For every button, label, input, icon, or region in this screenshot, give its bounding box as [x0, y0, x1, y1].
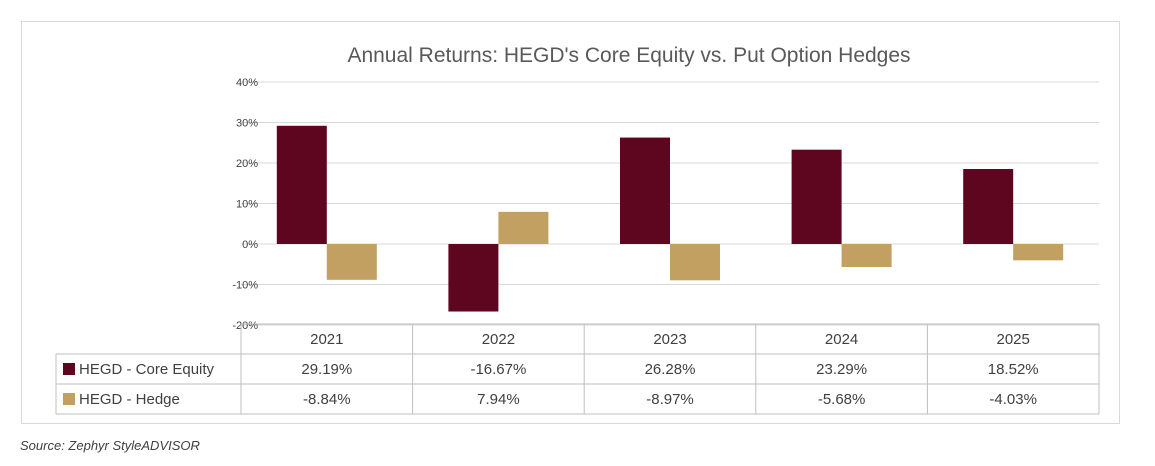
bar-core-equity-2021 [276, 125, 327, 244]
data-label-core-equity-2022: -16.67% [470, 361, 526, 378]
bar-hedge-2024 [841, 244, 892, 268]
bar-hedge-2025 [1013, 244, 1064, 261]
data-label-hedge-2023: -8.97% [646, 391, 694, 408]
x-tick-label-2023: 2023 [653, 331, 686, 348]
bar-core-equity-2023 [620, 137, 670, 244]
y-tick-label: 30% [236, 118, 258, 130]
bar-hedge-2021 [326, 244, 377, 280]
data-label-hedge-2025: -4.03% [989, 391, 1037, 408]
chart-frame: Annual Returns: HEGD's Core Equity vs. P… [21, 21, 1120, 424]
data-label-core-equity-2025: 18.52% [988, 361, 1039, 378]
x-tick-label-2022: 2022 [482, 331, 515, 348]
bar-hedge-2022 [498, 211, 549, 244]
y-tick-label: 40% [236, 77, 258, 89]
chart-title: Annual Returns: HEGD's Core Equity vs. P… [347, 44, 910, 67]
x-tick-label-2021: 2021 [310, 331, 343, 348]
y-tick-label: -20% [232, 320, 258, 332]
bar-core-equity-2022 [448, 244, 499, 312]
data-label-core-equity-2023: 26.28% [645, 361, 696, 378]
bar-core-equity-2024 [791, 149, 842, 244]
data-label-hedge-2024: -5.68% [818, 391, 866, 408]
data-label-hedge-2022: 7.94% [477, 391, 520, 408]
data-label-core-equity-2024: 23.29% [816, 361, 867, 378]
y-tick-label: 0% [242, 239, 258, 251]
legend-key-core-equity [63, 363, 75, 375]
legend-label-core-equity: HEGD - Core Equity [79, 361, 215, 378]
x-tick-label-2025: 2025 [997, 331, 1030, 348]
data-label-hedge-2021: -8.84% [303, 391, 351, 408]
bar-chart: Annual Returns: HEGD's Core Equity vs. P… [55, 44, 1100, 415]
y-tick-label: 20% [236, 158, 258, 170]
legend-label-hedge: HEGD - Hedge [79, 391, 180, 408]
y-tick-label: -10% [232, 280, 258, 292]
source-note: Source: Zephyr StyleADVISOR [20, 438, 200, 453]
x-tick-label-2024: 2024 [825, 331, 858, 348]
data-label-core-equity-2021: 29.19% [301, 361, 352, 378]
bar-core-equity-2025 [963, 168, 1014, 244]
y-tick-label: 10% [236, 199, 258, 211]
legend-key-hedge [63, 393, 75, 405]
bar-hedge-2023 [670, 244, 720, 281]
